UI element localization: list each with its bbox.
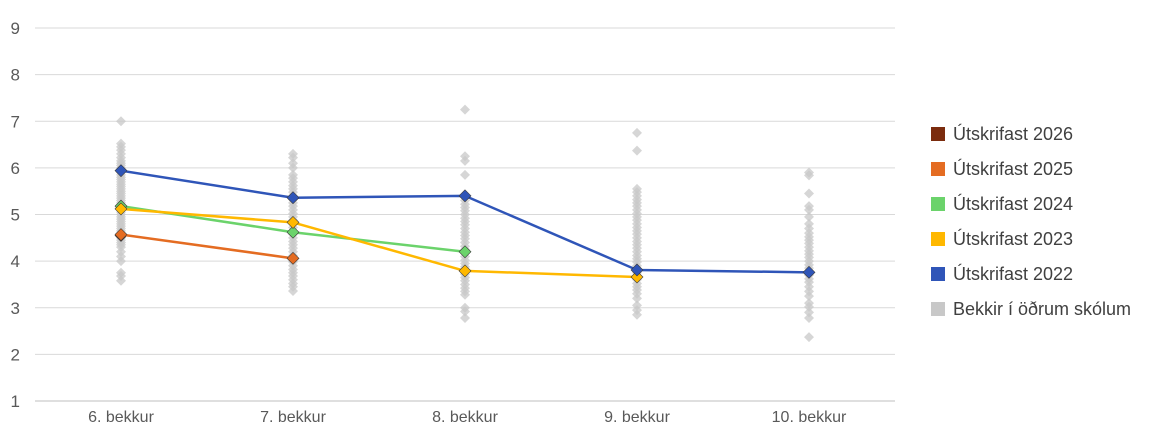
y-tick-label: 3 <box>11 299 20 318</box>
other-school-point <box>460 155 470 166</box>
legend: Útskrifast 2026 Útskrifast 2025 Útskrifast… <box>931 123 1131 319</box>
series-point <box>114 228 128 241</box>
x-tick-label: 6. bekkur <box>88 409 154 426</box>
other-school-point <box>460 104 470 115</box>
other-school-point <box>804 332 814 343</box>
other-school-point <box>116 275 126 286</box>
y-tick-label: 7 <box>11 112 20 131</box>
other-school-point <box>804 291 814 302</box>
other-school-point <box>460 306 470 317</box>
y-tick-label: 6 <box>11 159 20 178</box>
other-school-point <box>632 309 642 320</box>
other-school-point <box>288 285 298 296</box>
other-school-point <box>804 204 814 215</box>
legend-swatch <box>931 162 945 176</box>
legend-swatch <box>931 267 945 281</box>
legend-label: Útskrifast 2024 <box>953 193 1073 214</box>
other-school-point <box>460 169 470 180</box>
x-axis-ticks: 6. bekkur 7. bekkur 8. bekkur 9. bekkur 10. … <box>88 409 847 426</box>
other-school-point <box>804 211 814 222</box>
x-tick-label: 9. bekkur <box>604 409 670 426</box>
other-school-point <box>804 307 814 318</box>
legend-label: Útskrifast 2025 <box>953 158 1073 179</box>
legend-swatch <box>931 232 945 246</box>
series-point <box>286 216 300 229</box>
series-line <box>120 233 294 260</box>
other-school-point <box>804 313 814 324</box>
legend-label: Útskrifast 2022 <box>953 263 1073 284</box>
x-tick-label: 8. bekkur <box>432 409 498 426</box>
series-point <box>114 164 128 178</box>
legend-swatch <box>931 302 945 316</box>
series-point <box>458 189 472 203</box>
other-school-point <box>288 162 298 173</box>
other-school-point <box>632 145 642 156</box>
series-point <box>630 263 644 277</box>
x-tick-label: 7. bekkur <box>260 409 326 426</box>
series-point <box>630 270 644 284</box>
other-school-point <box>632 293 642 304</box>
legend-label: Bekkir í öðrum skólum <box>953 299 1131 319</box>
legend-label: Útskrifast 2026 <box>953 123 1073 144</box>
series-point <box>458 264 472 278</box>
legend-swatch <box>931 127 945 141</box>
series-point <box>286 251 300 265</box>
series-point <box>458 245 472 259</box>
other-school-point <box>804 301 814 312</box>
y-tick-label: 8 <box>11 66 20 85</box>
other-school-point <box>116 256 126 267</box>
y-tick-label: 5 <box>11 206 20 225</box>
legend-label: Útskrifast 2023 <box>953 228 1073 249</box>
other-school-point <box>288 152 298 163</box>
other-school-point <box>632 127 642 138</box>
legend-swatch <box>931 197 945 211</box>
other-school-point <box>804 170 814 181</box>
y-tick-label: 2 <box>11 345 20 364</box>
series-point <box>286 225 300 239</box>
y-tick-label: 4 <box>11 252 20 271</box>
y-tick-label: 9 <box>11 19 20 38</box>
other-schools-points <box>116 104 814 343</box>
x-tick-label: 10. bekkur <box>772 409 847 426</box>
y-tick-label: 1 <box>11 392 20 411</box>
other-school-point <box>804 188 814 199</box>
y-axis-ticks: 1 2 3 4 5 6 7 8 9 <box>11 19 20 411</box>
other-school-point <box>460 289 470 300</box>
series-line <box>120 207 638 279</box>
other-school-point <box>460 313 470 324</box>
series-point <box>802 265 816 279</box>
series-point <box>286 191 300 205</box>
series-lines <box>114 164 816 284</box>
series-point <box>114 202 128 216</box>
other-school-point <box>116 116 126 127</box>
